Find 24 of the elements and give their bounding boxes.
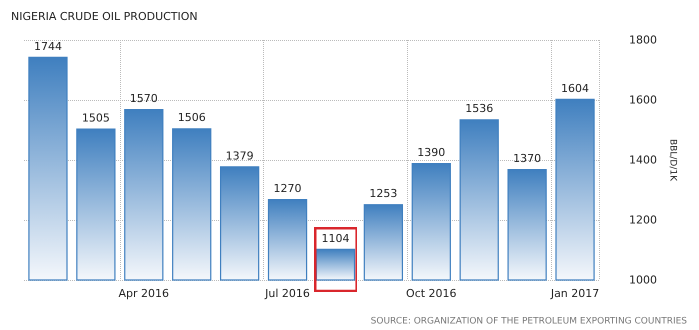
- chart-title: NIGERIA CRUDE OIL PRODUCTION: [11, 10, 198, 23]
- x-tick-label: Oct 2016: [406, 287, 457, 300]
- y-tick-label: 1200: [629, 214, 657, 226]
- x-tick-label: Apr 2016: [118, 287, 170, 300]
- y-tick-label: 1800: [629, 34, 657, 46]
- data-label: 1505: [82, 112, 110, 124]
- data-label: 1253: [369, 187, 398, 200]
- data-label: 1104: [321, 232, 350, 245]
- x-tick-label: Jan 2017: [550, 287, 600, 300]
- y-axis-title: BBL/D/1K: [667, 139, 678, 182]
- data-label: 1744: [34, 40, 62, 53]
- data-label: 1570: [130, 92, 158, 105]
- data-label: 1604: [561, 82, 590, 95]
- y-tick-label: 1600: [629, 94, 657, 106]
- data-label: 1270: [274, 182, 302, 195]
- source-note: SOURCE: ORGANIZATION OF THE PETROLEUM EXPORTING COUNTRIES: [370, 316, 688, 326]
- data-label: 1506: [178, 111, 206, 124]
- data-label: 1536: [465, 102, 494, 116]
- x-tick-label: Jul 2016: [264, 287, 310, 300]
- data-label: 1379: [226, 149, 254, 162]
- y-tick-label: 1400: [629, 154, 657, 166]
- data-label: 1370: [513, 152, 542, 165]
- y-tick-label: 1000: [629, 274, 657, 286]
- data-label: 1390: [417, 146, 446, 159]
